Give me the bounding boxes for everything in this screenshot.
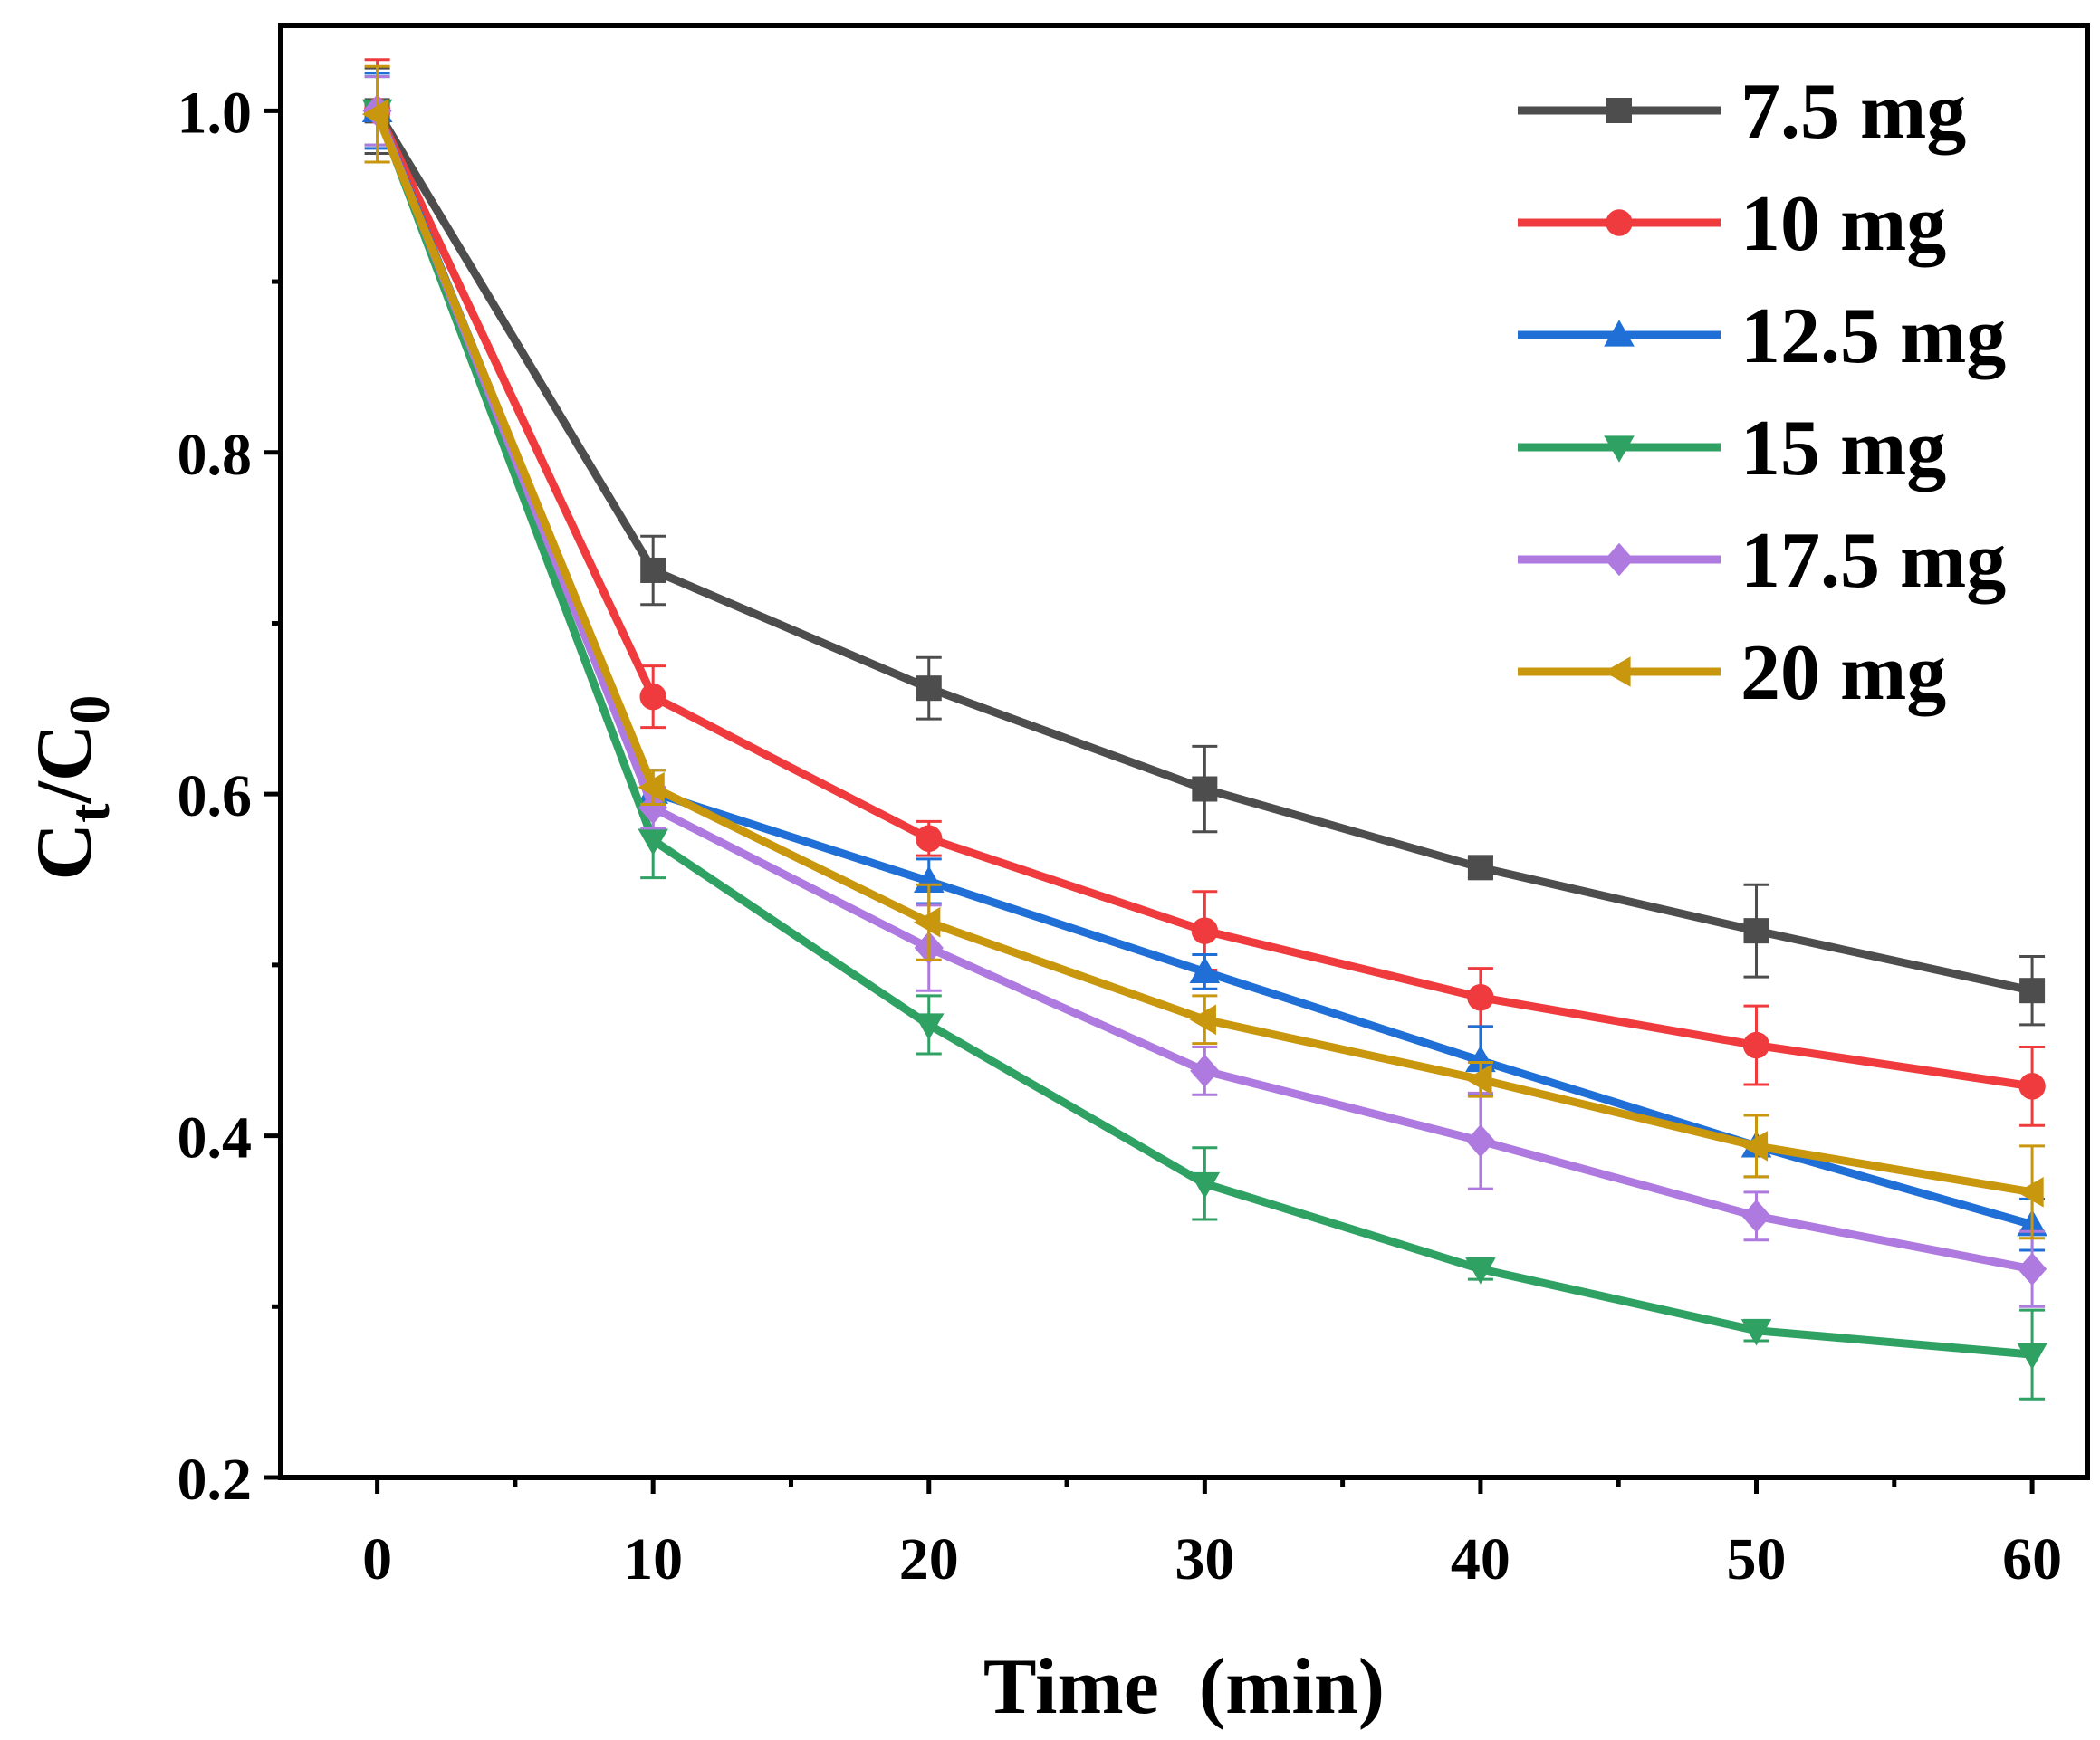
marker-triangle-down bbox=[1189, 1171, 1221, 1200]
marker-triangle-up bbox=[1604, 320, 1635, 347]
marker-square bbox=[1743, 918, 1769, 944]
x-tick-label: 0 bbox=[362, 1526, 392, 1592]
marker-triangle-down bbox=[1740, 1319, 1772, 1346]
series-20-mg bbox=[361, 64, 2046, 1240]
y-axis-title-main: C bbox=[21, 823, 109, 881]
legend-label: 12.5 mg bbox=[1740, 292, 2006, 380]
marker-triangle-up bbox=[1189, 956, 1221, 984]
marker-diamond bbox=[1465, 1124, 1496, 1158]
marker-triangle-down bbox=[2017, 1343, 2047, 1370]
marker-triangle-left bbox=[1740, 1131, 1769, 1162]
marker-diamond bbox=[1741, 1200, 1771, 1233]
marker-triangle-up bbox=[1465, 1045, 1496, 1073]
y-tick-label: 0.6 bbox=[177, 763, 253, 829]
x-tick-label: 10 bbox=[623, 1526, 683, 1592]
marker-triangle-down bbox=[913, 1013, 945, 1040]
y-axis-title: Ct/C0 bbox=[21, 695, 121, 881]
y-axis-title-mid: /C bbox=[21, 724, 109, 805]
legend-label: 17.5 mg bbox=[1740, 517, 2006, 605]
legend-label: 20 mg bbox=[1740, 629, 1946, 717]
marker-square bbox=[1192, 776, 1218, 802]
x-tick-label: 30 bbox=[1175, 1526, 1234, 1592]
marker-triangle-down bbox=[1465, 1257, 1496, 1285]
x-tick-label: 40 bbox=[1451, 1526, 1510, 1592]
marker-circle bbox=[1606, 209, 1633, 236]
legend-label: 10 mg bbox=[1740, 180, 1946, 268]
marker-diamond bbox=[2017, 1252, 2047, 1286]
legend-item: 7.5 mg bbox=[1518, 68, 1966, 156]
legend-item: 12.5 mg bbox=[1518, 292, 2006, 380]
y-tick-label: 0.2 bbox=[177, 1447, 253, 1513]
marker-square bbox=[2019, 978, 2046, 1004]
x-tick-label: 20 bbox=[899, 1526, 959, 1592]
y-tick-label: 0.4 bbox=[177, 1105, 253, 1171]
y-tick-label: 0.8 bbox=[177, 422, 253, 488]
x-tick-label: 50 bbox=[1727, 1526, 1787, 1592]
marker-circle bbox=[1742, 1031, 1770, 1059]
y-tick-label: 1.0 bbox=[177, 80, 253, 146]
marker-diamond bbox=[1604, 542, 1635, 577]
marker-triangle-down bbox=[638, 828, 668, 856]
marker-square bbox=[1606, 98, 1632, 123]
legend-item: 20 mg bbox=[1518, 629, 1946, 717]
x-tick-label: 60 bbox=[2002, 1526, 2062, 1592]
marker-square bbox=[1467, 855, 1493, 881]
marker-triangle-left bbox=[361, 99, 389, 129]
marker-triangle-down bbox=[1604, 435, 1635, 463]
marker-triangle-left bbox=[2017, 1177, 2044, 1208]
legend-label: 7.5 mg bbox=[1740, 68, 1966, 156]
marker-triangle-left bbox=[638, 771, 665, 803]
marker-square bbox=[640, 557, 666, 583]
legend-item: 17.5 mg bbox=[1518, 517, 2006, 605]
marker-circle bbox=[916, 825, 943, 852]
plot-frame bbox=[278, 23, 2090, 1480]
series-7-5-mg bbox=[364, 66, 2046, 1027]
marker-circle bbox=[2018, 1073, 2046, 1100]
marker-triangle-left bbox=[913, 906, 941, 938]
legend-item: 15 mg bbox=[1518, 405, 1946, 492]
y-axis-title-sub-1: t bbox=[57, 803, 121, 823]
legend: 7.5 mg 10 mg 12.5 mg 15 mg 17.5 mg 20 mg bbox=[1518, 68, 2006, 717]
marker-triangle-left bbox=[1465, 1064, 1492, 1095]
series-layer bbox=[361, 58, 2047, 1401]
marker-square bbox=[916, 675, 942, 702]
axis-ticks: 0 10 20 30 40 50 60 0.2 0.4 0.6 0.8 1.0 bbox=[177, 80, 2063, 1592]
marker-circle bbox=[1467, 984, 1494, 1011]
marker-circle bbox=[1191, 917, 1219, 944]
marker-triangle-left bbox=[1604, 656, 1631, 687]
x-axis-title: Time (min) bbox=[983, 1643, 1385, 1731]
marker-circle bbox=[639, 683, 666, 711]
marker-diamond bbox=[1190, 1054, 1220, 1088]
y-axis-title-sub-2: 0 bbox=[57, 695, 121, 724]
legend-label: 15 mg bbox=[1740, 405, 1946, 492]
marker-triangle-left bbox=[1189, 1004, 1216, 1036]
legend-item: 10 mg bbox=[1518, 180, 1946, 268]
